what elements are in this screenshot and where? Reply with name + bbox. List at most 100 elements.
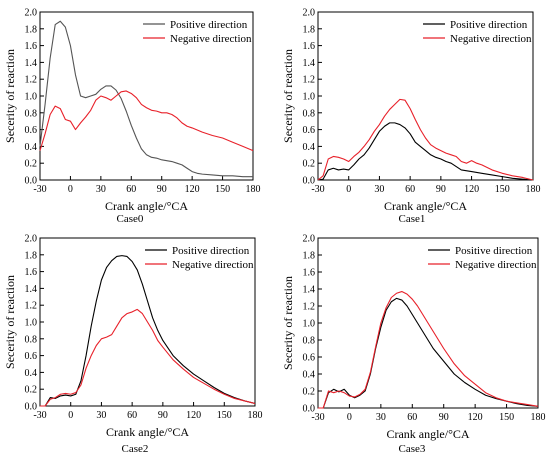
x-tick-label: 90 (157, 184, 167, 195)
x-tick-label: 60 (405, 184, 415, 195)
y-tick-label: 1.6 (303, 41, 316, 52)
x-tick-label: 120 (185, 184, 200, 195)
y-tick-label: 2.0 (303, 234, 316, 245)
y-tick-label: 2.0 (303, 8, 316, 19)
y-tick-label: 0.4 (303, 370, 316, 381)
legend-entry: Negative direction (172, 259, 254, 271)
y-tick-label: 1.0 (25, 318, 38, 329)
x-axis-title: Crank angle/°CA (105, 199, 188, 213)
panel-caption: Case1 (399, 213, 426, 225)
y-tick-label: 0.8 (25, 108, 38, 119)
x-tick-label: -30 (311, 412, 324, 423)
y-tick-label: 1.8 (25, 24, 38, 35)
y-tick-label: 1.4 (25, 284, 38, 295)
legend-entry: Negative direction (455, 259, 537, 271)
legend-entry: Negative direction (450, 33, 532, 45)
x-tick-label: 90 (436, 184, 446, 195)
y-tick-label: 0.8 (303, 108, 316, 119)
y-axis-title: Secerity of reaction (3, 49, 17, 143)
x-axis-title: Crank angle/°CA (386, 427, 469, 441)
x-tick-label: 0 (346, 184, 351, 195)
x-tick-label: 60 (407, 412, 417, 423)
x-tick-label: 30 (376, 412, 386, 423)
legend-entry: Positive direction (450, 19, 528, 31)
x-tick-label: -30 (33, 184, 46, 195)
x-tick-label: 150 (217, 410, 232, 421)
x-tick-label: 180 (531, 412, 546, 423)
x-tick-label: 150 (215, 184, 230, 195)
y-tick-label: 1.0 (303, 319, 316, 330)
y-tick-label: 1.4 (303, 285, 316, 296)
series-line-negative-direction (40, 308, 256, 407)
y-tick-label: 1.0 (303, 92, 316, 103)
y-tick-label: 0.2 (25, 385, 38, 396)
x-tick-label: 120 (464, 184, 479, 195)
y-tick-label: 0.4 (303, 142, 316, 153)
y-tick-label: 0.6 (25, 351, 38, 362)
x-tick-label: 180 (526, 184, 541, 195)
x-tick-label: 150 (499, 412, 514, 423)
y-tick-label: 0.6 (303, 353, 316, 364)
y-axis-title: Secerity of reaction (3, 275, 17, 369)
panel-caption: Case2 (122, 443, 149, 455)
x-tick-label: 120 (186, 410, 201, 421)
x-tick-label: 60 (127, 410, 137, 421)
y-tick-label: 0.0 (303, 404, 316, 415)
y-tick-label: 0.2 (303, 387, 316, 398)
series-line-negative-direction (317, 98, 534, 181)
series-line-positive-direction (318, 297, 539, 409)
x-tick-label: 180 (248, 410, 263, 421)
y-axis-title: Secerity of reaction (281, 276, 295, 370)
y-tick-label: 0.0 (25, 402, 38, 413)
y-tick-label: 1.6 (303, 268, 316, 279)
x-tick-label: 180 (246, 184, 261, 195)
legend-entry: Negative direction (170, 33, 252, 45)
y-tick-label: 2.0 (25, 234, 38, 245)
y-tick-label: 0.6 (303, 125, 316, 136)
chart-panel-case2: 0.0 0.2 0.4 0.6 0.8 1.0 1.2 1.4 1.6 1.8 2.0 -30 0 30 6… (3, 234, 263, 456)
x-tick-label: 150 (495, 184, 510, 195)
y-tick-label: 1.0 (25, 92, 38, 103)
legend-entry: Positive direction (172, 245, 250, 257)
x-tick-label: 60 (126, 184, 136, 195)
legend-entry: Positive direction (170, 19, 248, 31)
y-tick-label: 1.2 (303, 302, 316, 313)
legend-entry: Positive direction (455, 245, 533, 257)
y-tick-label: 1.6 (25, 41, 38, 52)
chart-panel-case0: 0.0 0.2 0.4 0.6 0.8 1.0 1.2 1.4 1.6 1.8 2.0 -30 0 30 6… (3, 8, 261, 226)
panel-caption: Case0 (117, 213, 144, 225)
y-tick-label: 0.4 (25, 368, 38, 379)
y-tick-label: 1.8 (303, 251, 316, 262)
y-tick-label: 1.8 (25, 250, 38, 261)
x-tick-label: 30 (96, 184, 106, 195)
y-tick-label: 1.4 (303, 58, 316, 69)
y-tick-label: 1.2 (25, 75, 38, 86)
y-tick-label: 0.6 (25, 125, 38, 136)
x-tick-label: -30 (33, 410, 46, 421)
y-tick-label: 0.0 (25, 176, 38, 187)
x-tick-label: 90 (158, 410, 168, 421)
x-tick-label: 0 (68, 410, 73, 421)
panel-caption: Case3 (399, 443, 426, 455)
series-line-positive-direction (317, 122, 534, 181)
series-line-negative-direction (39, 90, 254, 152)
y-tick-label: 1.4 (25, 58, 38, 69)
chart-panel-case3: 0.0 0.2 0.4 0.6 0.8 1.0 1.2 1.4 1.6 1.8 2.0 -30 0 30 6… (281, 234, 546, 456)
series-line-negative-direction (318, 291, 539, 409)
y-tick-label: 1.8 (303, 24, 316, 35)
y-axis-title: Secerity of reaction (281, 49, 295, 143)
y-tick-label: 0.2 (303, 159, 316, 170)
chart-panel-case1: 0.0 0.2 0.4 0.6 0.8 1.0 1.2 1.4 1.6 1.8 2.0 -30 0 30 6… (281, 8, 541, 226)
y-tick-label: 0.0 (303, 176, 316, 187)
x-tick-label: 120 (468, 412, 483, 423)
x-axis-title: Crank angle/°CA (384, 199, 467, 213)
x-tick-label: 30 (374, 184, 384, 195)
y-tick-label: 0.8 (25, 334, 38, 345)
y-tick-label: 0.8 (303, 336, 316, 347)
y-tick-label: 1.2 (303, 75, 316, 86)
y-tick-label: 0.2 (25, 159, 38, 170)
x-axis-title: Crank angle/°CA (106, 425, 189, 439)
x-tick-label: 90 (439, 412, 449, 423)
x-tick-label: 30 (96, 410, 106, 421)
